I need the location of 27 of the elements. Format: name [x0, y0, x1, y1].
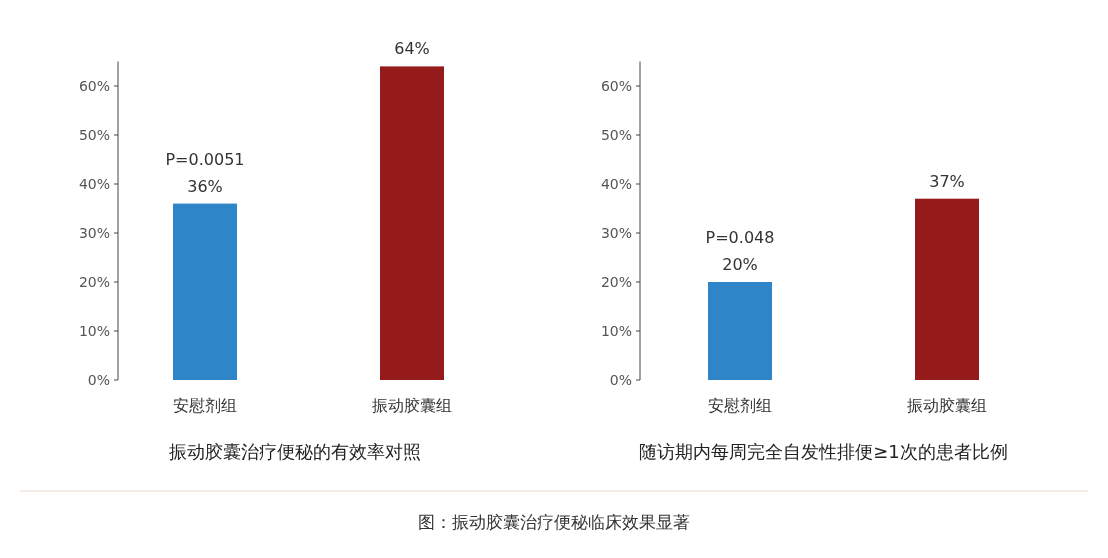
- y-tick-label: 30%: [600, 225, 632, 241]
- y-tick-label: 60%: [600, 78, 632, 94]
- text: 随访期内每周完全自发性排便≥1次的患者比例: [639, 441, 1008, 462]
- y-tick-label: 0%: [87, 372, 110, 388]
- data-label: 37%: [929, 171, 965, 191]
- y-tick-label: 30%: [78, 225, 110, 241]
- y-tick-label: 20%: [600, 274, 632, 290]
- y-tick-label: 0%: [609, 372, 632, 388]
- text: 振动胶囊治疗便秘的有效率对照: [169, 441, 421, 462]
- x-tick-label: 安慰剂组: [173, 396, 237, 415]
- y-tick-label: 20%: [78, 274, 110, 290]
- data-label: 20%: [722, 255, 758, 274]
- data-label: 36%: [187, 176, 223, 196]
- data-label: 64%: [394, 39, 430, 59]
- y-tick-label: 40%: [600, 176, 632, 192]
- text: 图：振动胶囊治疗便秘临床效果显著: [418, 512, 690, 532]
- y-tick-label: 40%: [78, 176, 110, 192]
- y-tick-label: 10%: [78, 323, 110, 339]
- annotation: P=0.048: [705, 228, 775, 247]
- annotation: P=0.0051: [165, 149, 245, 169]
- y-tick-label: 50%: [78, 127, 110, 143]
- y-tick-label: 60%: [78, 78, 110, 94]
- x-tick-label: 振动胶囊组: [372, 396, 452, 415]
- x-tick-label: 安慰剂组: [708, 396, 772, 415]
- y-tick-label: 50%: [600, 127, 632, 143]
- y-tick-label: 10%: [600, 323, 632, 339]
- x-tick-label: 振动胶囊组: [907, 396, 987, 415]
